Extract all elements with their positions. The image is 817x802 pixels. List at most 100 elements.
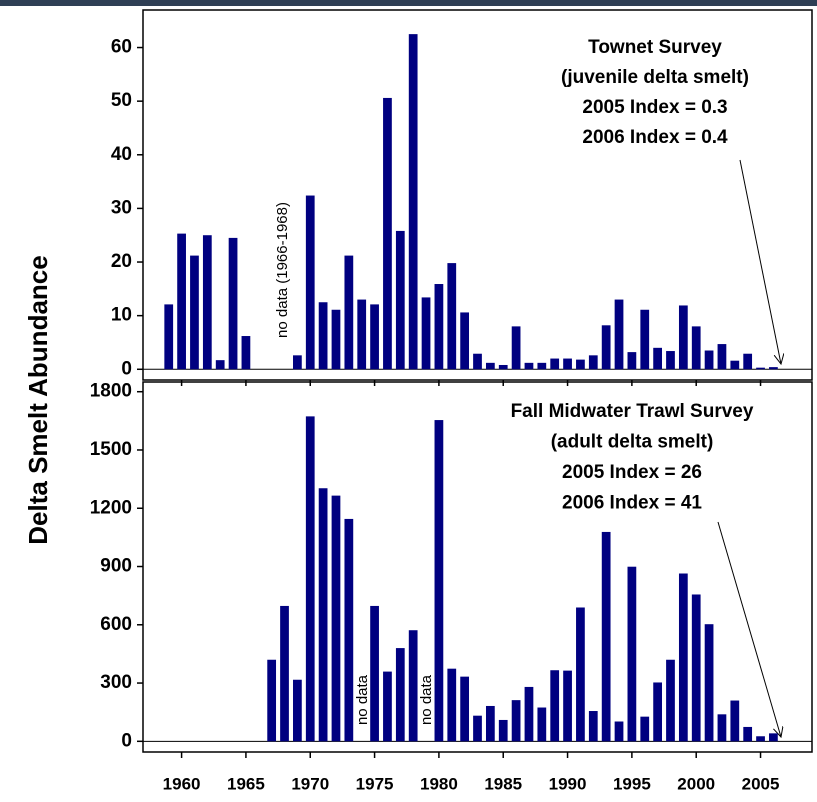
bar bbox=[717, 714, 727, 742]
bar bbox=[614, 299, 624, 370]
y-tick-label: 1200 bbox=[90, 497, 132, 518]
arrow bbox=[739, 159, 781, 364]
y-axis-label: Delta Smelt Abundance bbox=[23, 255, 53, 544]
bar bbox=[601, 531, 611, 742]
plot-frame bbox=[142, 381, 813, 753]
bar bbox=[588, 711, 598, 742]
y-tick-label: 30 bbox=[111, 197, 132, 218]
bar bbox=[756, 367, 765, 370]
bar bbox=[691, 594, 701, 742]
bar bbox=[383, 97, 392, 370]
x-tick-label: 1990 bbox=[549, 774, 587, 793]
bar bbox=[576, 607, 585, 742]
bar bbox=[730, 700, 740, 742]
bar bbox=[318, 302, 328, 370]
x-tick-label: 2000 bbox=[677, 774, 715, 793]
bar bbox=[640, 309, 650, 370]
bar bbox=[678, 305, 688, 370]
x-tick-label: 1975 bbox=[356, 774, 394, 793]
bar bbox=[704, 624, 714, 742]
bar bbox=[640, 716, 650, 742]
bar bbox=[357, 299, 367, 370]
bar bbox=[653, 682, 662, 742]
bar bbox=[524, 686, 534, 742]
bar bbox=[627, 352, 637, 370]
bar bbox=[318, 488, 328, 742]
bar bbox=[473, 715, 482, 742]
y-tick-label: 20 bbox=[111, 251, 132, 272]
annotation: (juvenile delta smelt) bbox=[561, 67, 749, 88]
no-data-note: no data bbox=[418, 674, 435, 725]
bar bbox=[293, 355, 302, 370]
bar bbox=[691, 326, 701, 370]
bar bbox=[498, 364, 508, 370]
bar bbox=[614, 721, 624, 742]
x-tick-label: 2005 bbox=[742, 774, 780, 793]
bar bbox=[473, 353, 482, 370]
bar bbox=[370, 304, 379, 370]
x-tick-label: 1995 bbox=[613, 774, 651, 793]
bar bbox=[678, 573, 688, 742]
bar bbox=[344, 255, 354, 370]
bar bbox=[447, 263, 457, 370]
bar bbox=[305, 195, 315, 370]
y-tick-label: 50 bbox=[111, 90, 132, 111]
bar bbox=[743, 353, 753, 370]
bar bbox=[485, 705, 495, 742]
bar bbox=[588, 355, 598, 370]
bar bbox=[434, 284, 444, 370]
y-tick-label: 40 bbox=[111, 144, 132, 165]
bar bbox=[293, 679, 302, 742]
bar bbox=[190, 255, 199, 370]
bar bbox=[164, 304, 174, 370]
bar bbox=[550, 670, 560, 742]
y-tick-label: 1500 bbox=[90, 439, 132, 460]
bar bbox=[305, 416, 315, 742]
bar bbox=[717, 344, 727, 370]
y-tick-label: 600 bbox=[100, 614, 132, 635]
bar bbox=[563, 358, 572, 370]
bar bbox=[421, 297, 431, 370]
bar bbox=[280, 605, 289, 742]
bar bbox=[331, 495, 341, 742]
y-tick-label: 1800 bbox=[90, 381, 132, 402]
bar bbox=[666, 659, 675, 742]
bar bbox=[576, 359, 585, 370]
bar bbox=[267, 659, 277, 742]
annotation: (adult delta smelt) bbox=[551, 432, 714, 453]
bar bbox=[215, 360, 225, 370]
bar bbox=[730, 360, 740, 370]
bar bbox=[228, 237, 238, 370]
bar bbox=[511, 326, 521, 370]
bar bbox=[769, 367, 778, 370]
y-tick-label: 900 bbox=[100, 556, 132, 577]
y-tick-label: 0 bbox=[121, 730, 132, 751]
bar bbox=[202, 235, 212, 370]
bar bbox=[769, 733, 778, 742]
bar bbox=[370, 605, 379, 742]
arrow bbox=[717, 521, 781, 737]
bar bbox=[524, 362, 534, 370]
x-tick-label: 1960 bbox=[163, 774, 201, 793]
bar bbox=[395, 648, 405, 742]
bar bbox=[241, 336, 251, 370]
bar bbox=[331, 309, 341, 370]
bar bbox=[653, 347, 662, 370]
y-tick-label: 0 bbox=[121, 358, 132, 379]
bar bbox=[460, 312, 470, 370]
bar bbox=[434, 420, 444, 742]
bar bbox=[511, 700, 521, 742]
x-tick-label: 1965 bbox=[227, 774, 265, 793]
bar bbox=[756, 736, 765, 742]
bar bbox=[550, 358, 560, 370]
top-strip bbox=[0, 0, 817, 6]
annotation: 2005 Index = 26 bbox=[562, 462, 702, 483]
y-tick-label: 300 bbox=[100, 672, 132, 693]
bar bbox=[383, 671, 392, 742]
bar bbox=[627, 566, 637, 742]
no-data-note: no data bbox=[354, 674, 371, 725]
bar bbox=[485, 362, 495, 370]
y-tick-label: 60 bbox=[111, 37, 132, 58]
no-data-note: no data (1966-1968) bbox=[274, 202, 291, 338]
bar bbox=[344, 518, 354, 742]
